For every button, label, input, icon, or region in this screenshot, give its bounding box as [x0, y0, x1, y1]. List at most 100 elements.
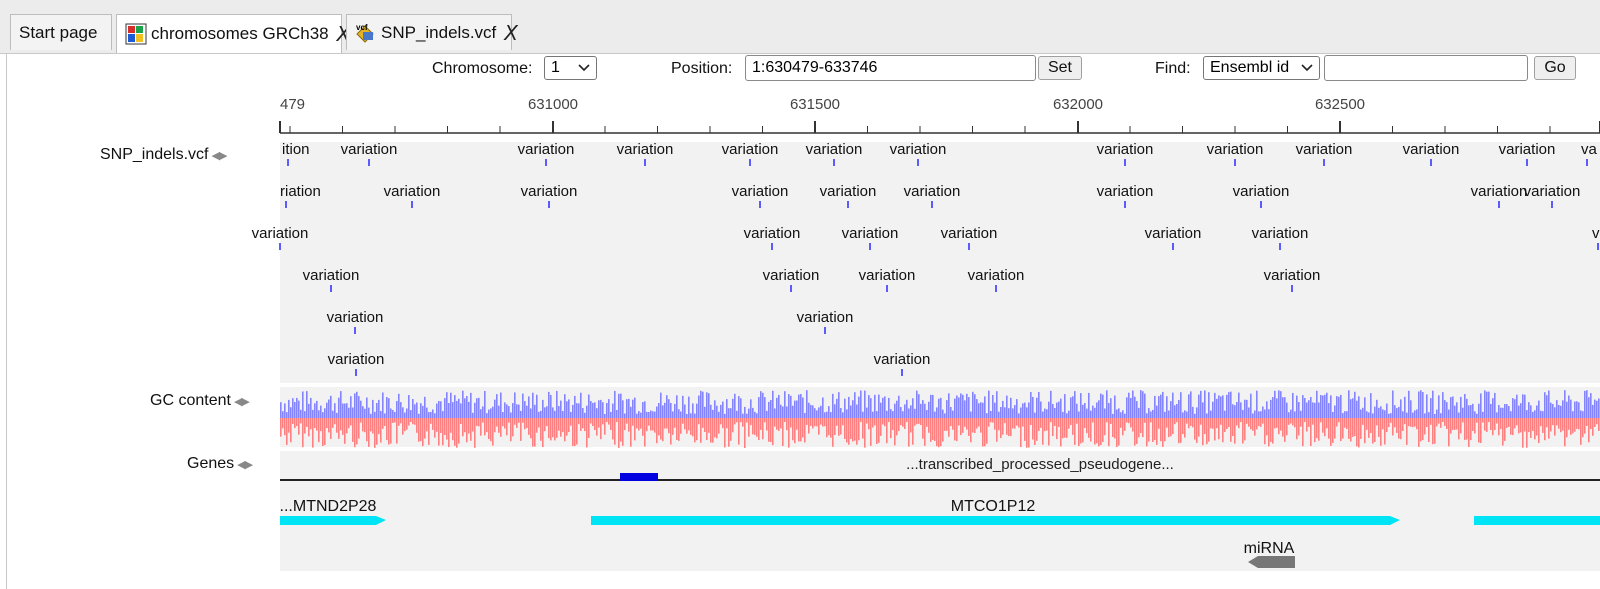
genes-track-label[interactable]: Genes ◀▶: [187, 455, 253, 473]
gc-bar-high: [1334, 405, 1336, 418]
gc-bar-high: [1442, 392, 1444, 418]
gc-bar-low: [1094, 418, 1096, 445]
gc-bar-high: [1492, 398, 1494, 418]
gc-bar-high: [850, 405, 852, 418]
gc-bar-high: [452, 402, 454, 418]
variant-feature: variation: [303, 267, 359, 292]
gc-bar-low: [1000, 418, 1002, 439]
gc-bar-high: [1440, 413, 1442, 418]
variant-label: variation: [820, 183, 877, 200]
snp-track-area[interactable]: [280, 142, 1600, 383]
tab-snp-indels[interactable]: vcf SNP_indels.vcf X: [346, 14, 518, 50]
gc-bar-low: [1028, 418, 1030, 448]
gc-bar-low: [574, 418, 576, 446]
gene-label-mirna: miRNA: [1244, 540, 1295, 557]
gc-bar-low: [742, 418, 744, 427]
tab-chromosomes[interactable]: chromosomes GRCh38 X: [116, 14, 350, 53]
gc-bar-low: [686, 418, 688, 434]
gc-bar-low: [1220, 418, 1222, 425]
gc-bar-high: [868, 395, 870, 418]
gc-bar-low: [1014, 418, 1016, 429]
gc-bar-high: [320, 405, 322, 418]
gc-bar-low: [782, 418, 784, 446]
find-type-select[interactable]: Ensembl id: [1203, 56, 1320, 80]
gc-bar-high: [398, 393, 400, 418]
variant-label: variation: [842, 225, 899, 242]
gc-bar-high: [1048, 401, 1050, 418]
variant-feature: riation: [280, 183, 321, 208]
gc-bar-low: [972, 418, 974, 433]
gc-bar-low: [692, 418, 694, 437]
gc-bar-low: [548, 418, 550, 439]
gc-bar-low: [1370, 418, 1372, 433]
expand-arrows-icon[interactable]: ◀▶: [211, 149, 228, 162]
gc-bar-low: [1114, 418, 1116, 439]
gc-bar-low: [1594, 418, 1596, 427]
gc-bar-high: [1512, 398, 1514, 418]
gc-bar-low: [550, 418, 552, 441]
gc-bar-low: [1210, 418, 1212, 429]
chromosome-select[interactable]: 1: [544, 56, 597, 80]
gc-bar-high: [366, 397, 368, 418]
gc-bar-high: [922, 400, 924, 418]
gc-bar-low: [1268, 418, 1270, 447]
gc-bar-high: [1360, 409, 1362, 418]
gc-bar-low: [1412, 418, 1414, 428]
gc-bar-high: [1144, 393, 1146, 418]
gc-bar-high: [1412, 412, 1414, 418]
set-button[interactable]: Set: [1038, 56, 1082, 80]
gc-bar-high: [1306, 402, 1308, 418]
gc-bar-high: [424, 396, 426, 418]
gc-bar-low: [1140, 418, 1142, 434]
gc-bar-high: [870, 398, 872, 418]
gc-bar-low: [804, 418, 806, 443]
variant-label: variation: [722, 141, 779, 158]
gc-bar-low: [478, 418, 480, 427]
gc-bar-high: [468, 401, 470, 418]
gc-bar-high: [1050, 390, 1052, 418]
gc-bar-low: [1270, 418, 1272, 442]
gc-bar-low: [1064, 418, 1066, 438]
gc-bar-high: [896, 400, 898, 418]
position-input[interactable]: 1:630479-633746: [745, 55, 1036, 81]
gc-bar-high: [1386, 403, 1388, 418]
variant-feature: variation: [744, 225, 800, 250]
gc-bar-high: [1006, 395, 1008, 418]
gc-bar-low: [640, 418, 642, 429]
gc-bar-high: [318, 410, 320, 418]
gc-bar-low: [1402, 418, 1404, 431]
expand-arrows-icon[interactable]: ◀▶: [237, 458, 253, 471]
gc-bar-low: [360, 418, 362, 423]
gc-bar-high: [1192, 406, 1194, 418]
gc-track-area[interactable]: [280, 387, 1600, 447]
gc-bar-low: [470, 418, 472, 441]
gc-bar-low: [896, 418, 898, 436]
gc-bar-high: [1574, 401, 1576, 418]
go-button[interactable]: Go: [1534, 56, 1576, 80]
gc-bar-low: [1524, 418, 1526, 432]
gc-bar-high: [1214, 392, 1216, 418]
genes-track-area[interactable]: [280, 451, 1600, 571]
gc-bar-low: [1458, 418, 1460, 440]
gc-bar-low: [1198, 418, 1200, 437]
gc-bar-low: [864, 418, 866, 448]
snp-track-label[interactable]: SNP_indels.vcf ◀▶: [100, 146, 228, 164]
gc-bar-high: [972, 391, 974, 418]
gc-bar-low: [874, 418, 876, 426]
gc-bar-low: [1258, 418, 1260, 427]
gc-bar-low: [1082, 418, 1084, 443]
close-icon[interactable]: X: [504, 20, 518, 45]
gc-bar-low: [808, 418, 810, 434]
gc-track-label[interactable]: GC content ◀▶: [150, 392, 250, 410]
gc-bar-low: [702, 418, 704, 428]
gc-bar-high: [1486, 391, 1488, 418]
expand-arrows-icon[interactable]: ◀▶: [233, 395, 250, 408]
gc-bar-high: [1008, 408, 1010, 418]
gc-bar-high: [754, 411, 756, 418]
gc-bar-high: [1286, 402, 1288, 418]
find-input[interactable]: [1324, 55, 1528, 81]
tab-start-page[interactable]: Start page: [10, 14, 112, 50]
gc-bar-high: [1524, 394, 1526, 418]
gc-bar-low: [1288, 418, 1290, 425]
